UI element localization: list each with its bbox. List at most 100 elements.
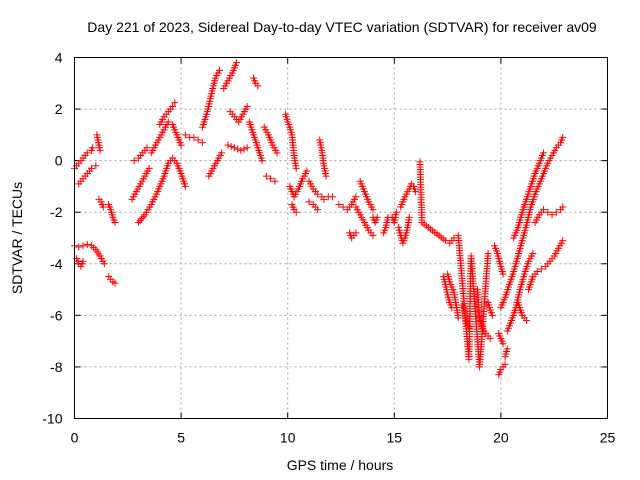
series-arc-c1 xyxy=(128,164,153,203)
y-tick-label: -8 xyxy=(50,359,63,375)
series-arc-h9 xyxy=(531,203,567,227)
data-point xyxy=(292,208,300,216)
data-point xyxy=(181,182,189,190)
data-point xyxy=(529,249,537,257)
data-point xyxy=(138,215,146,223)
data-point xyxy=(373,213,381,221)
data-point xyxy=(314,190,322,198)
data-point xyxy=(169,102,177,110)
data-point xyxy=(136,217,144,225)
series-arc-b3 xyxy=(105,273,119,287)
data-point xyxy=(322,172,330,180)
series-arc-h1 xyxy=(491,242,507,278)
data-point xyxy=(92,162,100,170)
y-tick-label: -2 xyxy=(50,204,63,220)
data-point xyxy=(171,99,179,107)
series-arc-e6 xyxy=(305,198,322,214)
data-point xyxy=(254,82,262,90)
data-point xyxy=(544,208,552,216)
series-arc-d8 xyxy=(245,118,266,165)
data-point xyxy=(88,164,96,172)
series-arc-h2 xyxy=(495,329,507,348)
data-point xyxy=(522,317,530,325)
data-point xyxy=(111,279,119,287)
y-tick-label: -6 xyxy=(50,307,63,323)
data-point xyxy=(262,172,270,180)
data-point xyxy=(540,149,548,157)
axis-ticks xyxy=(74,57,608,419)
data-point xyxy=(83,240,91,248)
series-arc-e2 xyxy=(282,110,300,172)
data-point xyxy=(352,193,360,201)
series-arc-f6 xyxy=(380,213,392,237)
data-point xyxy=(486,335,494,343)
series-arc-e1 xyxy=(262,172,279,185)
data-point xyxy=(369,231,377,239)
data-point xyxy=(237,146,245,154)
series-arc-d6 xyxy=(224,141,251,154)
data-point xyxy=(227,142,235,150)
data-point xyxy=(559,133,567,141)
series-arc-c3 xyxy=(134,154,189,227)
data-point xyxy=(548,211,556,219)
x-tick-label: 0 xyxy=(71,430,79,446)
data-point xyxy=(488,311,496,319)
data-point xyxy=(335,200,343,208)
data-point xyxy=(224,141,232,149)
series-arc-d9 xyxy=(260,123,281,157)
y-tick-label: 2 xyxy=(55,101,63,117)
series-arc-d5 xyxy=(226,102,251,126)
data-point xyxy=(96,146,104,154)
series-arc-h10 xyxy=(514,298,530,325)
data-point xyxy=(134,219,142,227)
grid-lines xyxy=(74,57,608,419)
series-arc-b2 xyxy=(73,255,87,270)
data-point xyxy=(111,219,119,227)
series-arc-g4 xyxy=(473,286,494,343)
series-arc-f2 xyxy=(346,229,360,242)
data-point xyxy=(75,243,83,251)
series-arc-f5 xyxy=(369,213,381,227)
data-point xyxy=(143,144,151,152)
y-tick-labels: -10 -8 -6 -4 -2 0 2 4 xyxy=(42,50,62,427)
data-point xyxy=(559,237,567,245)
data-point xyxy=(164,118,172,126)
data-point xyxy=(273,149,281,157)
data-point xyxy=(139,213,147,221)
series-arc-c4 xyxy=(147,118,185,157)
series-arc-f4 xyxy=(356,177,377,214)
series-arc-e5 xyxy=(305,177,326,201)
data-point xyxy=(89,144,97,152)
data-point xyxy=(181,131,189,139)
series-arc-f1 xyxy=(335,193,360,214)
data-point xyxy=(83,149,91,157)
series-arc-h4 xyxy=(501,345,511,361)
series-arc-e8 xyxy=(320,193,336,203)
data-point xyxy=(79,257,87,265)
series-arc-g3 xyxy=(459,301,473,332)
x-tick-label: 10 xyxy=(280,430,296,446)
y-tick-label: -4 xyxy=(50,256,63,272)
data-point xyxy=(552,208,560,216)
data-point xyxy=(215,66,223,74)
series-arc-c5 xyxy=(156,99,179,129)
series-arc-h3 xyxy=(495,360,509,379)
data-point xyxy=(328,193,336,201)
series-arc-h8 xyxy=(525,237,567,294)
data-point xyxy=(503,345,511,353)
data-point xyxy=(230,144,238,152)
data-point xyxy=(405,213,413,221)
data-point xyxy=(540,206,548,214)
data-point xyxy=(267,175,275,183)
data-point xyxy=(177,141,185,149)
series-arc-f3 xyxy=(352,203,377,239)
data-point xyxy=(198,139,206,147)
series-arc-f7 xyxy=(388,208,400,227)
data-point xyxy=(243,102,251,110)
series-arc-d7 xyxy=(250,74,262,90)
data-point xyxy=(314,206,322,214)
series-arc-c2 xyxy=(130,144,151,165)
data-point xyxy=(339,203,347,211)
y-tick-label: 4 xyxy=(55,50,63,66)
series-arc-e4 xyxy=(288,200,300,216)
